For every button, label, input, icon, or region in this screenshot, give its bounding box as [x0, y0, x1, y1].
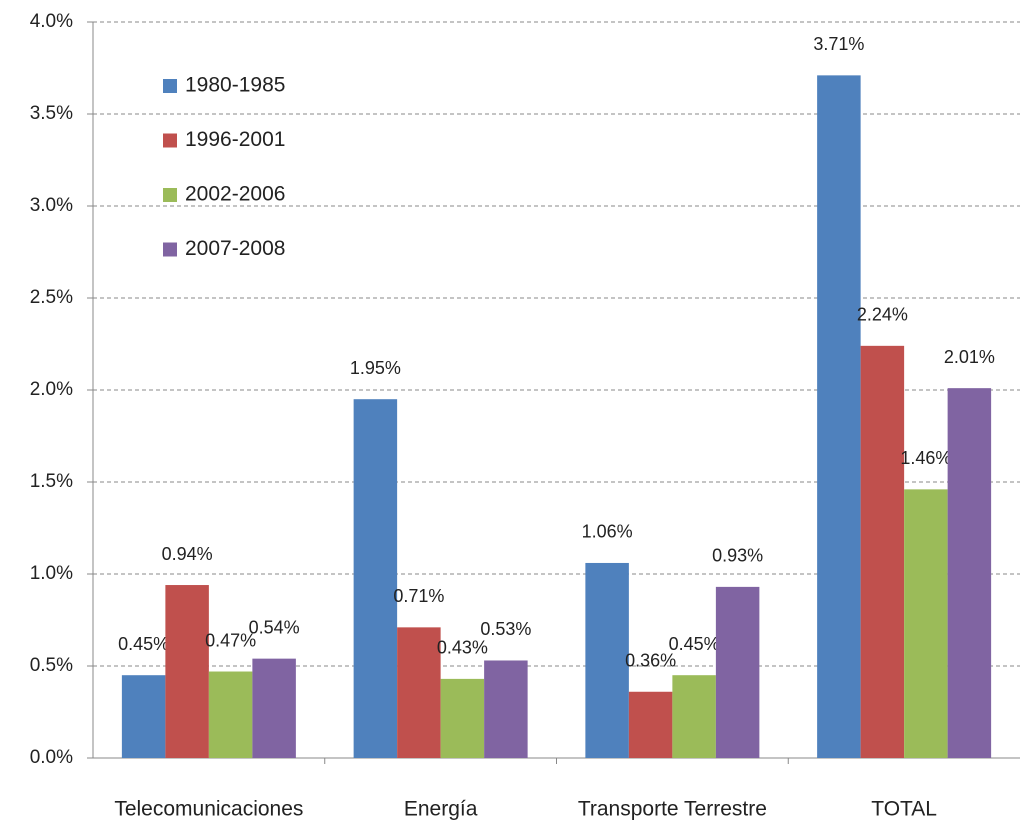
bar — [672, 675, 716, 758]
bar — [947, 388, 992, 758]
value-label: 0.45% — [669, 634, 720, 654]
legend-label: 2007-2008 — [185, 237, 285, 260]
bar — [121, 675, 166, 758]
bar — [252, 658, 296, 758]
value-label: 0.71% — [393, 586, 444, 606]
legend-swatch — [163, 133, 177, 148]
bar — [484, 660, 528, 758]
value-label: 1.95% — [350, 358, 401, 378]
value-label: 2.24% — [857, 305, 908, 325]
value-label: 0.54% — [249, 617, 300, 637]
x-tick-label: Transporte Terrestre — [578, 798, 767, 821]
y-tick-label: 1.5% — [30, 471, 73, 492]
bar — [165, 585, 209, 758]
y-tick-label: 2.5% — [30, 287, 73, 308]
value-label: 2.01% — [944, 347, 995, 367]
value-label: 1.06% — [582, 522, 633, 542]
value-label: 0.53% — [480, 619, 531, 639]
legend-swatch — [163, 188, 177, 202]
bar — [628, 691, 673, 758]
y-tick-label: 3.0% — [30, 195, 73, 216]
legend-label: 1996-2001 — [185, 128, 285, 151]
value-label: 0.93% — [712, 546, 763, 566]
value-label: 0.94% — [162, 544, 213, 564]
bar — [397, 627, 441, 758]
y-tick-label: 0.0% — [30, 747, 73, 768]
value-label: 0.45% — [118, 634, 169, 654]
y-tick-label: 3.5% — [30, 103, 73, 124]
value-label: 3.71% — [813, 34, 864, 54]
bar — [715, 586, 760, 758]
y-tick-label: 2.0% — [30, 379, 73, 400]
x-tick-label: Telecomunicaciones — [114, 798, 303, 821]
legend-label: 1980-1985 — [185, 74, 285, 97]
value-label: 0.36% — [625, 651, 676, 671]
y-tick-label: 0.5% — [30, 655, 73, 676]
legend-swatch — [163, 79, 177, 93]
legend-label: 2002-2006 — [185, 183, 285, 206]
bar — [860, 345, 905, 758]
x-tick-label: Energía — [404, 798, 478, 821]
value-label: 0.43% — [437, 638, 488, 658]
y-tick-label: 4.0% — [30, 11, 73, 32]
bar — [585, 562, 629, 758]
bar — [208, 671, 253, 758]
y-tick-label: 1.0% — [30, 563, 73, 584]
bar — [817, 75, 861, 759]
bar — [904, 489, 948, 758]
bar — [440, 678, 485, 758]
legend-swatch — [163, 242, 177, 257]
x-tick-label: TOTAL — [871, 798, 937, 821]
bar — [353, 399, 398, 758]
value-label: 0.47% — [205, 630, 256, 650]
value-label: 1.46% — [900, 448, 951, 468]
